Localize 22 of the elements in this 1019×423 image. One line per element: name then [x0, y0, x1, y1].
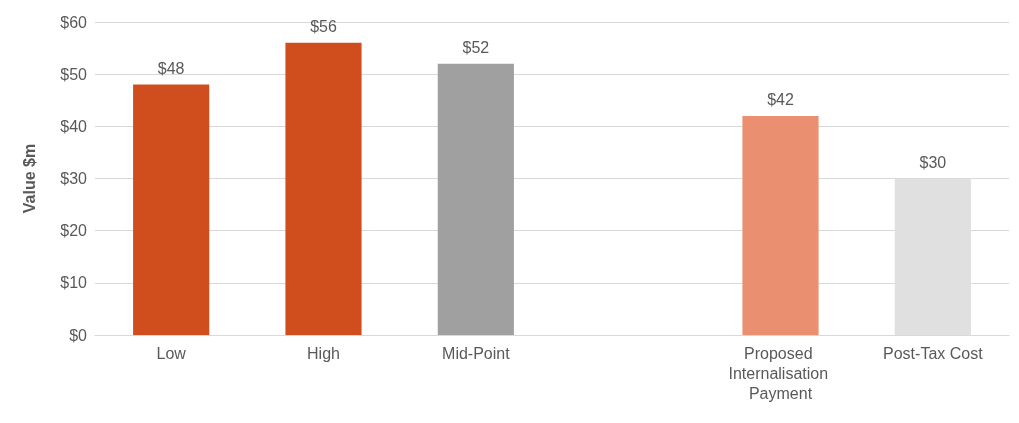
data-label: $30: [919, 154, 947, 171]
x-tick-label: Mid-Point: [442, 344, 511, 362]
y-tick-label: $20: [60, 222, 88, 240]
x-tick-label: High: [307, 344, 340, 362]
y-tick-label: $0: [69, 326, 88, 344]
y-tick-label: $40: [60, 117, 88, 135]
x-tick-label: Low: [156, 344, 187, 362]
bar: [285, 42, 362, 335]
data-label: $52: [462, 39, 490, 57]
bar: [133, 84, 210, 335]
data-label: $56: [310, 18, 337, 36]
y-tick-label: $30: [60, 170, 88, 187]
y-axis-title: Value $m: [20, 143, 38, 214]
x-tick-label: Proposed Internalisation Payment: [728, 344, 833, 402]
data-label: $48: [157, 60, 185, 78]
bar: [742, 115, 819, 335]
x-tick-label: Post-Tax Cost: [883, 344, 984, 362]
bar: [437, 63, 514, 335]
y-tick-label: $10: [60, 274, 88, 292]
y-tick-label: $60: [60, 13, 88, 31]
data-label: $42: [767, 91, 794, 109]
y-tick-label: $50: [60, 65, 88, 83]
